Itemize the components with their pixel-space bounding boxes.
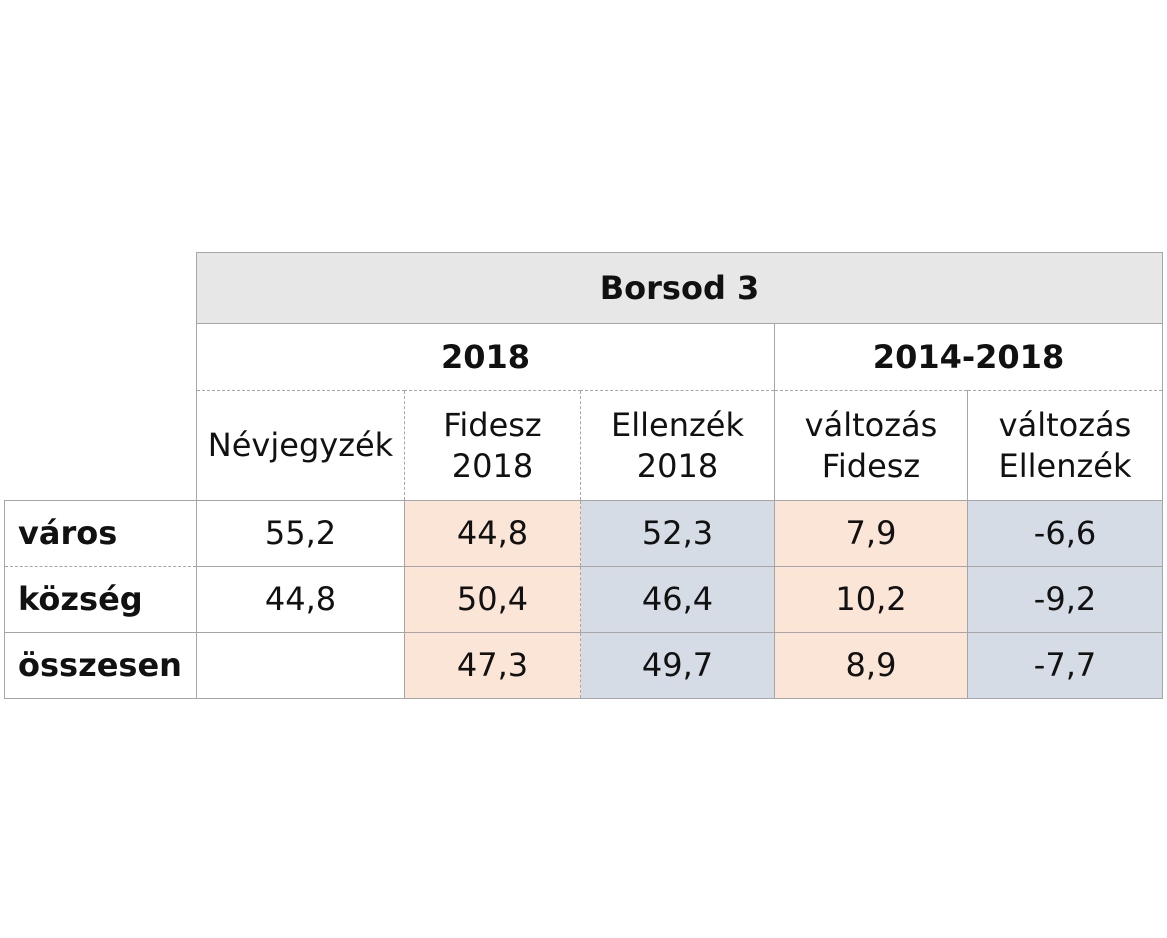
table-cell-valtozas-ellenzek: -7,7 xyxy=(967,632,1163,699)
table-cell-valtozas-ellenzek: -6,6 xyxy=(967,500,1163,567)
corner-empty-cell xyxy=(5,324,197,391)
table-cell-ellenzek: 49,7 xyxy=(580,632,775,699)
column-header-line: Ellenzék xyxy=(998,446,1132,485)
column-header-line: 2018 xyxy=(451,446,534,485)
table-title: Borsod 3 xyxy=(196,252,1163,324)
row-label: község xyxy=(4,566,197,633)
table-cell-fidesz: 47,3 xyxy=(404,632,581,699)
table-cell-nevjegyzek: 44,8 xyxy=(196,566,405,633)
table-row: község 44,8 50,4 46,4 10,2 -9,2 xyxy=(4,566,1163,633)
column-header-valtozas-fidesz: változás Fidesz xyxy=(774,390,968,501)
group-header-2018: 2018 xyxy=(196,323,775,391)
table-row: összesen 47,3 49,7 8,9 -7,7 xyxy=(4,632,1163,699)
column-header-fidesz-2018: Fidesz 2018 xyxy=(404,390,581,501)
table-cell-valtozas-ellenzek: -9,2 xyxy=(967,566,1163,633)
column-header-line: Ellenzék xyxy=(611,405,744,444)
column-header-ellenzek-2018: Ellenzék 2018 xyxy=(580,390,775,501)
results-table: Borsod 3 2018 2014-2018 Névjegyzék Fides… xyxy=(4,252,1163,699)
table-cell-fidesz: 44,8 xyxy=(404,500,581,567)
table-cell-ellenzek: 52,3 xyxy=(580,500,775,567)
table-row: város 55,2 44,8 52,3 7,9 -6,6 xyxy=(4,500,1163,567)
column-header-line: Névjegyzék xyxy=(207,426,394,464)
column-header-valtozas-ellenzek: változás Ellenzék xyxy=(967,390,1163,501)
column-header-line: változás xyxy=(998,405,1132,444)
table-cell-valtozas-fidesz: 7,9 xyxy=(774,500,968,567)
column-header-line: Fidesz xyxy=(821,446,921,485)
column-header-line: 2018 xyxy=(636,446,719,485)
row-label: összesen xyxy=(4,632,197,699)
column-header-line: Fidesz xyxy=(443,405,542,444)
table-cell-valtozas-fidesz: 8,9 xyxy=(774,632,968,699)
table-cell-ellenzek: 46,4 xyxy=(580,566,775,633)
table-cell-fidesz: 50,4 xyxy=(404,566,581,633)
table-cell-nevjegyzek: 55,2 xyxy=(196,500,405,567)
table-cell-valtozas-fidesz: 10,2 xyxy=(774,566,968,633)
corner-empty-cell xyxy=(5,391,197,501)
column-header-line: változás xyxy=(804,405,938,444)
group-header-2014-2018: 2014-2018 xyxy=(774,323,1163,391)
row-label: város xyxy=(4,500,197,567)
corner-empty-cell xyxy=(5,253,197,324)
table-cell-nevjegyzek xyxy=(196,632,405,699)
column-header-nevjegyzek: Névjegyzék xyxy=(196,390,405,501)
